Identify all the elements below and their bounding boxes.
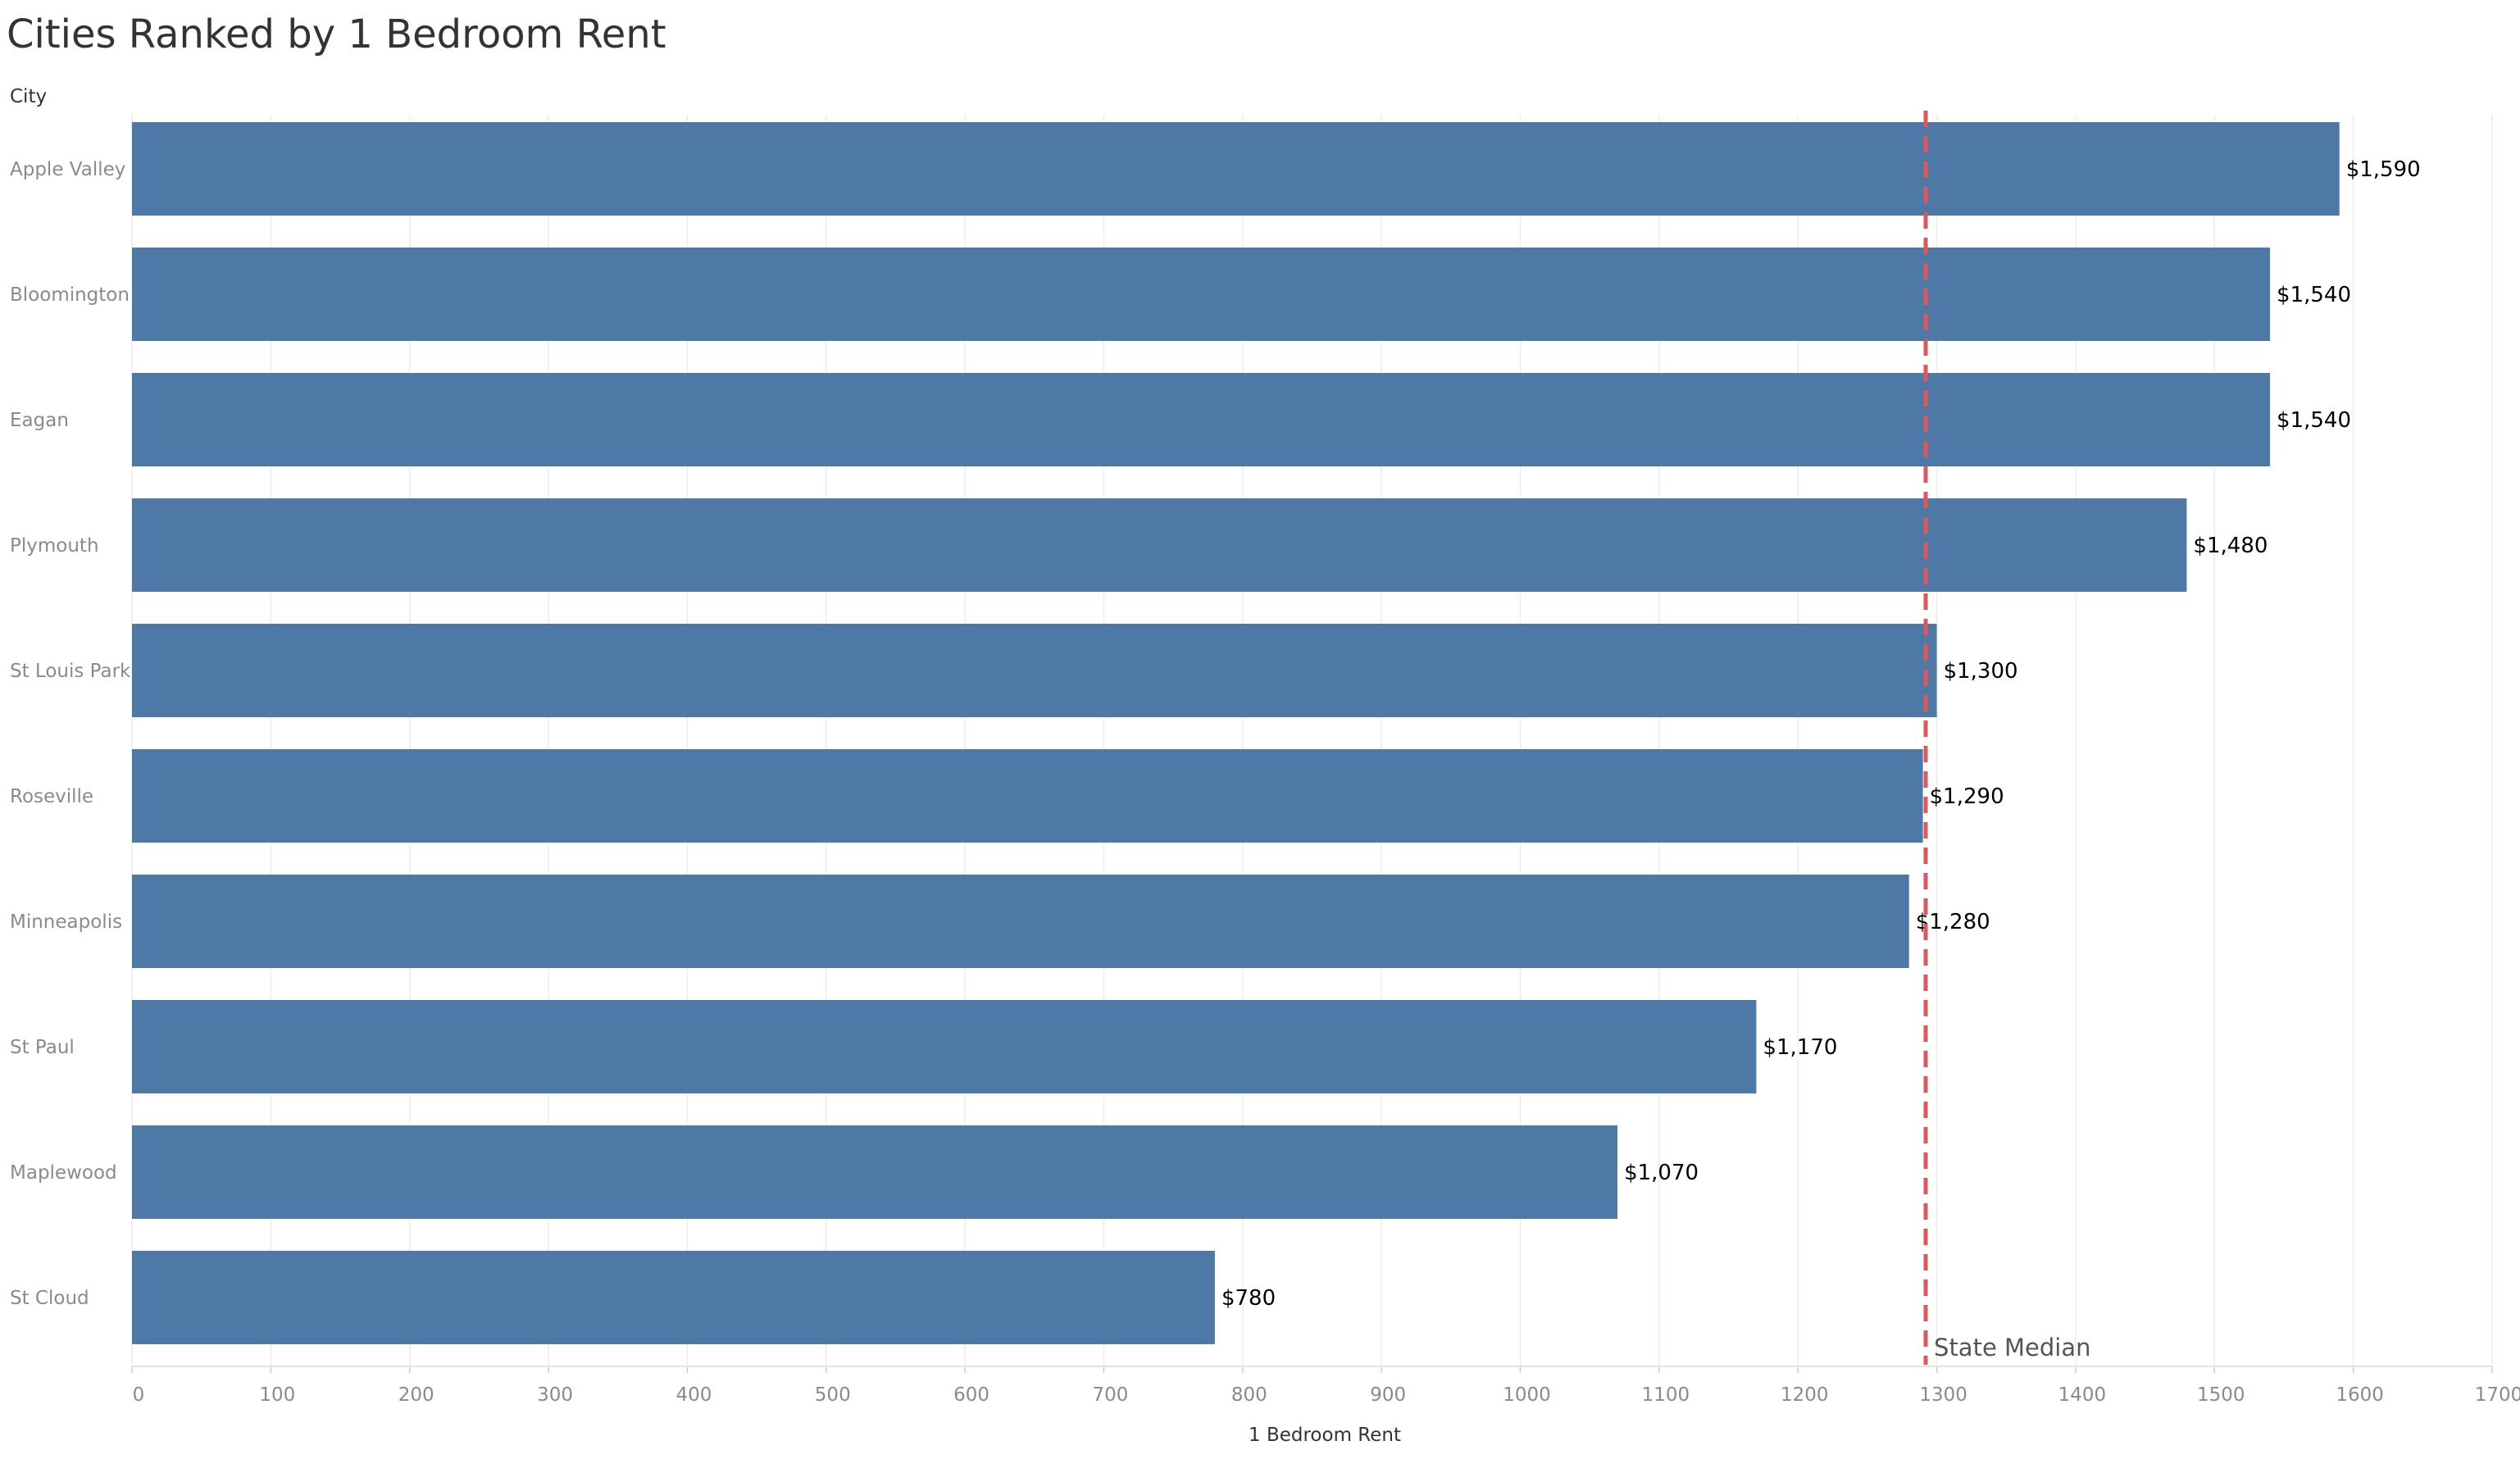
x-tick-label: 1500	[2197, 1384, 2245, 1406]
value-label: $1,070	[1624, 1161, 1699, 1185]
x-tick-label: 100	[259, 1384, 295, 1406]
category-label: Plymouth	[10, 535, 99, 557]
chart-title: Cities Ranked by 1 Bedroom Rent	[7, 11, 666, 57]
category-label: Apple Valley	[10, 159, 125, 180]
value-label: $1,480	[2193, 534, 2268, 558]
x-axis-title: 1 Bedroom Rent	[1249, 1425, 1401, 1446]
value-label: $780	[1221, 1286, 1276, 1311]
x-tick-label: 500	[815, 1384, 851, 1406]
category-label: St Paul	[10, 1037, 75, 1058]
x-tick-label: 1200	[1781, 1384, 1829, 1406]
category-labels: Apple Valley Bloomington Eagan Plymouth St L…	[10, 159, 131, 1309]
x-tick-label: 1400	[2058, 1384, 2107, 1406]
value-label: $1,280	[1916, 910, 1990, 934]
x-tick-label: 600	[953, 1384, 989, 1406]
category-label: Bloomington	[10, 284, 130, 306]
bar	[132, 1251, 1215, 1344]
category-label: Eagan	[10, 410, 69, 431]
bar	[132, 373, 2271, 466]
bar	[132, 875, 1909, 968]
value-label: $1,590	[2346, 157, 2421, 182]
bar	[132, 749, 1923, 843]
x-tick-label: 800	[1231, 1384, 1267, 1406]
bar	[132, 1125, 1618, 1219]
x-tick-label: 900	[1370, 1384, 1406, 1406]
category-label: Minneapolis	[10, 911, 122, 933]
x-tick-label: 700	[1093, 1384, 1129, 1406]
category-label: St Cloud	[10, 1288, 89, 1309]
category-label: Maplewood	[10, 1162, 117, 1184]
category-label: Roseville	[10, 786, 93, 807]
value-label: $1,170	[1763, 1035, 1837, 1060]
bar	[132, 1000, 1757, 1093]
x-tick-label: 1100	[1642, 1384, 1690, 1406]
bar	[132, 624, 1937, 717]
x-tick-label: 1700	[2475, 1384, 2520, 1406]
x-tick-label: 0	[133, 1384, 145, 1406]
bar	[132, 248, 2271, 341]
bars	[132, 122, 2340, 1344]
x-tick-label: 1300	[1919, 1384, 1967, 1406]
x-tick-label: 300	[537, 1384, 573, 1406]
value-label: $1,290	[1930, 784, 2004, 809]
value-label: $1,540	[2277, 283, 2351, 307]
reference-line-group: State Median	[1923, 111, 2091, 1365]
x-tick-label: 1000	[1503, 1384, 1551, 1406]
reference-line-label: State Median	[1934, 1334, 2090, 1361]
bar	[132, 498, 2187, 592]
x-tick-label: 400	[675, 1384, 712, 1406]
bar	[132, 122, 2340, 216]
x-tick-label: 200	[398, 1384, 434, 1406]
x-axis: 0 100 200 300 400 500 600 700 800 900 1000 1100 1200…	[131, 1366, 2520, 1446]
value-label: $1,300	[1944, 659, 2018, 684]
value-label: $1,540	[2277, 408, 2351, 433]
x-tick-label: 1600	[2336, 1384, 2384, 1406]
category-label: St Louis Park	[10, 661, 131, 682]
y-axis-title: City	[10, 86, 48, 107]
value-labels: $1,590 $1,540 $1,540 $1,480 $1,300 $1,290 $1,2…	[1221, 157, 2421, 1311]
